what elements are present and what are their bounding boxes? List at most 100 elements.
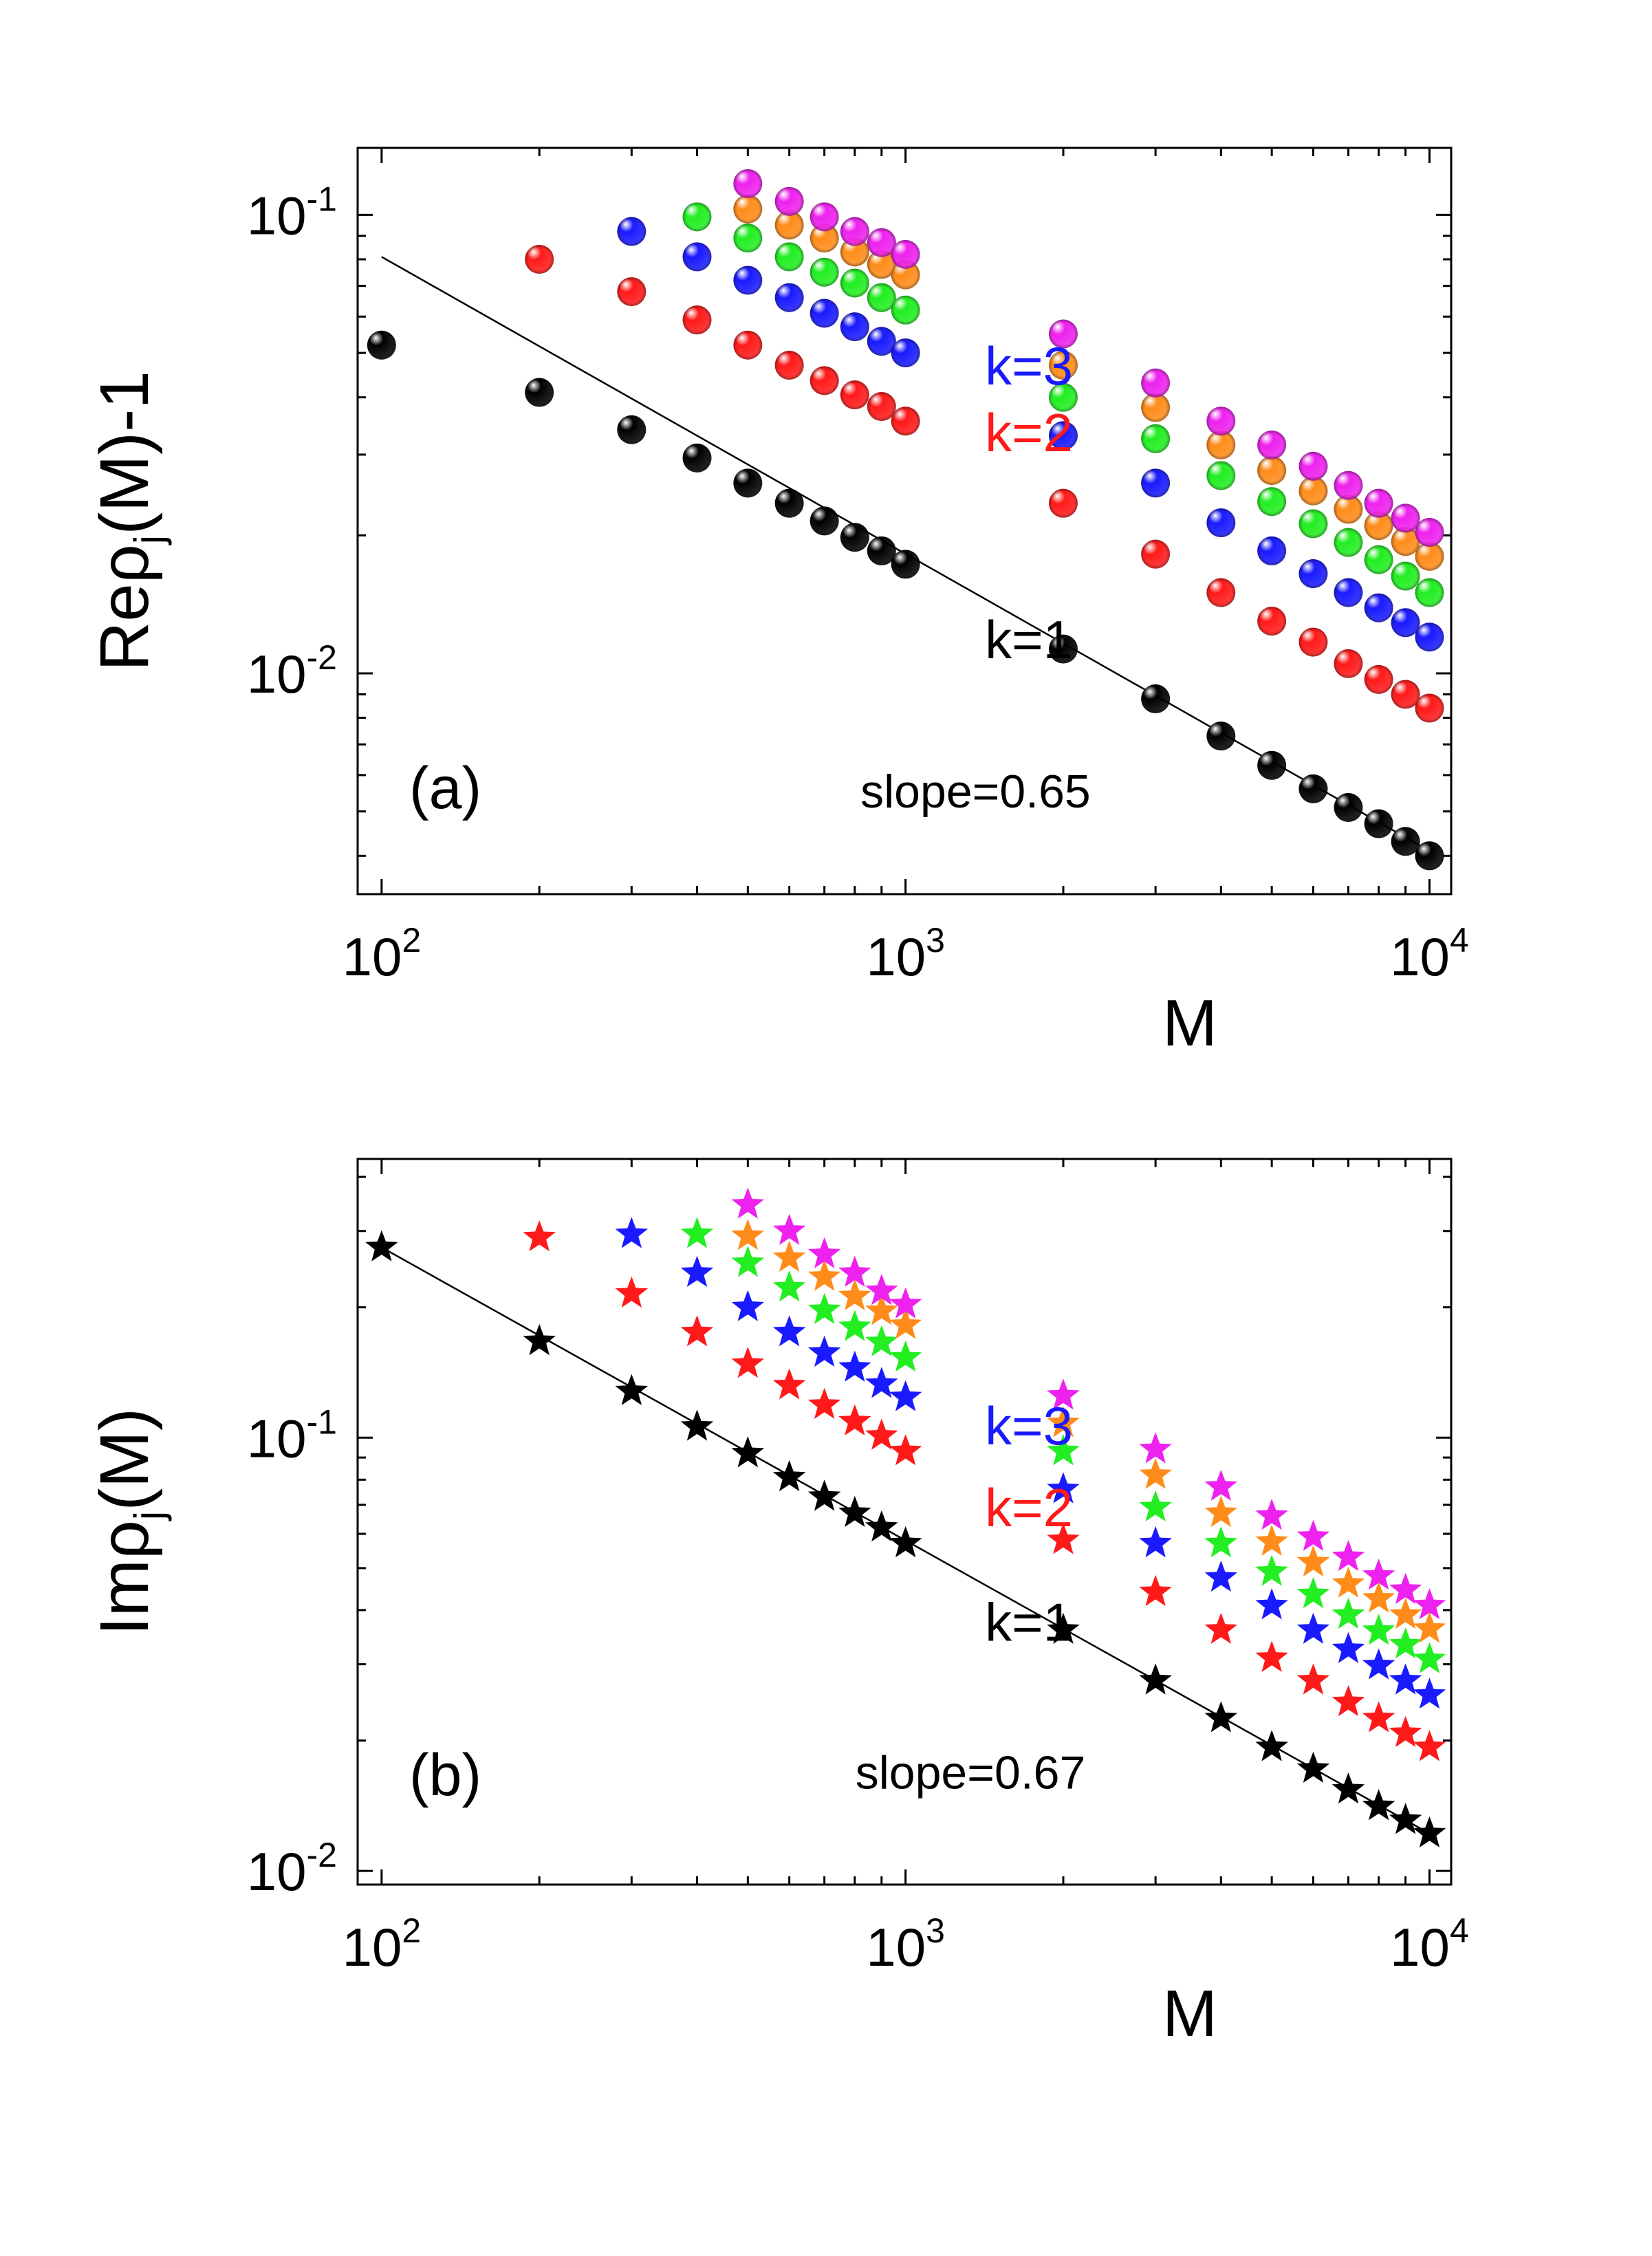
data-point [615, 1276, 649, 1308]
data-point [1389, 1572, 1422, 1604]
data-point [1255, 1588, 1288, 1620]
data-point [1413, 1642, 1446, 1673]
data-point [523, 1220, 556, 1252]
data-point [807, 1259, 841, 1291]
data-point [1296, 1612, 1330, 1644]
data-point [615, 1374, 649, 1405]
data-point [1255, 1498, 1288, 1530]
data-point [809, 506, 839, 536]
data-point [891, 295, 920, 325]
data-point [1415, 578, 1444, 607]
data-point [807, 1237, 841, 1268]
data-point [1296, 1519, 1330, 1551]
data-point [1332, 1539, 1365, 1572]
data-point [731, 1347, 765, 1378]
data-point [1141, 393, 1171, 422]
data-point [1206, 508, 1236, 538]
data-point [1334, 528, 1363, 557]
data-point [1298, 451, 1328, 481]
data-point [1257, 750, 1287, 780]
data-point [1334, 470, 1363, 500]
data-point [840, 380, 869, 410]
x-tick-label: 104 [1390, 921, 1469, 987]
annotation-k-3: k=3 [985, 1396, 1073, 1456]
data-point [1415, 541, 1444, 571]
data-point [838, 1495, 871, 1528]
data-point [731, 1246, 765, 1277]
panel-label: (a) [409, 755, 481, 821]
data-point [525, 378, 554, 407]
data-point [772, 1213, 806, 1245]
data-point [774, 283, 804, 312]
data-point [865, 1367, 898, 1398]
y-axis-label: Reρj(M)-1 [86, 371, 172, 671]
data-point [1362, 1581, 1395, 1613]
data-point [1139, 1526, 1172, 1558]
data-point [889, 1526, 922, 1558]
data-point [772, 1240, 806, 1272]
data-point [889, 1434, 922, 1466]
data-point [1362, 1701, 1395, 1733]
axis-ticks [356, 1159, 1451, 1885]
data-point [1206, 406, 1236, 436]
data-point [1364, 593, 1393, 622]
data-point [1298, 476, 1328, 506]
data-point [774, 186, 804, 216]
y-axis-label: Imρj(M) [86, 1408, 172, 1636]
y-tick-label: 10-2 [247, 1836, 337, 1902]
data-point [891, 338, 920, 368]
data-point [1139, 1574, 1172, 1607]
data-point [1362, 1614, 1395, 1645]
data-point [680, 1217, 714, 1248]
data-point [1204, 1495, 1238, 1528]
data-point [1389, 1803, 1422, 1834]
data-point [1413, 1730, 1446, 1761]
data-point [1391, 561, 1420, 591]
plot-frame [356, 147, 1453, 896]
data-point [1389, 1597, 1422, 1629]
data-point [682, 305, 712, 335]
data-point [523, 1324, 556, 1356]
data-point [1362, 1559, 1395, 1590]
data-point [733, 194, 763, 224]
data-point [838, 1255, 871, 1288]
data-point [1415, 841, 1444, 871]
data-point [838, 1310, 871, 1341]
panel-a: 102 103 104 10-2 10-1 M Reρj(M)-1 k=1 k=2k=3 slop… [86, 147, 1469, 1060]
data-point [865, 1418, 898, 1450]
series-k-6 [733, 169, 1444, 547]
x-tick-label: 104 [1390, 1911, 1469, 1977]
data-point [1141, 684, 1171, 714]
data-point [682, 202, 712, 232]
data-point [1257, 430, 1287, 459]
plot-frame [356, 1158, 1453, 1886]
data-point [1296, 1545, 1330, 1577]
data-point [1047, 1612, 1080, 1644]
y-tick-label: 10-2 [247, 638, 337, 704]
data-point [1364, 511, 1393, 541]
data-point [1298, 559, 1328, 589]
data-point [1206, 578, 1236, 607]
data-point [1141, 424, 1171, 453]
data-point [1048, 488, 1078, 518]
data-point [1298, 774, 1328, 803]
data-point [731, 1187, 765, 1219]
data-point [1334, 495, 1363, 524]
data-point [733, 169, 763, 198]
data-point [891, 260, 920, 290]
series-k-4 [682, 202, 1444, 607]
data-point [840, 268, 869, 298]
data-point [840, 523, 869, 552]
data-point [1204, 1526, 1238, 1558]
data-point [889, 1340, 922, 1372]
data-point [617, 277, 646, 307]
data-point [867, 250, 896, 279]
data-point [889, 1308, 922, 1339]
data-point [807, 1292, 841, 1325]
data-point [1047, 1378, 1080, 1410]
data-point [1334, 578, 1363, 607]
data-point [1413, 1678, 1446, 1709]
data-point [809, 366, 839, 395]
data-point [809, 202, 839, 232]
